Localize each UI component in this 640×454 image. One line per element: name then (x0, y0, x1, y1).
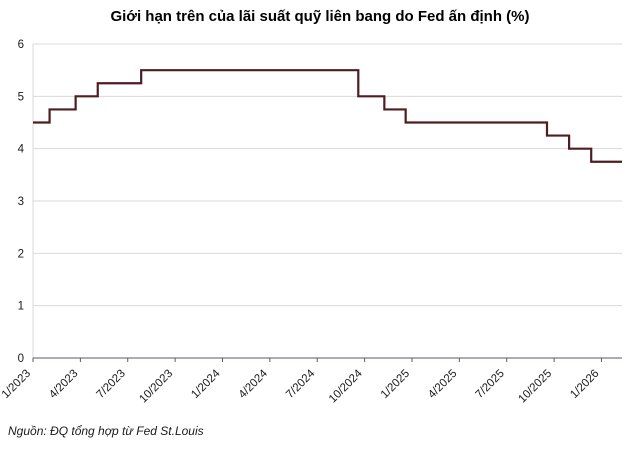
y-tick-label: 5 (18, 91, 24, 103)
source-note: Nguồn: ĐQ tổng hợp từ Fed St.Louis (8, 424, 204, 438)
x-tick-label: 10/2024 (327, 367, 365, 405)
x-tick-label: 1/2024 (189, 367, 223, 401)
y-tick-label: 3 (18, 196, 24, 208)
rate-step-line (33, 69, 622, 163)
x-tick-label: 4/2023 (47, 368, 80, 401)
y-tick-label: 4 (18, 144, 25, 156)
x-tick-label: 7/2024 (284, 367, 318, 401)
x-tick-label: 1/2025 (379, 368, 412, 401)
y-tick-label: 1 (18, 301, 24, 313)
y-tick-label: 2 (18, 248, 24, 260)
y-tick-label: 0 (18, 353, 24, 365)
x-tick-label: 1/2026 (568, 368, 601, 401)
y-tick-label: 6 (18, 39, 24, 51)
x-tick-label: 10/2025 (516, 368, 554, 406)
x-tick-label: 7/2025 (473, 368, 506, 401)
x-tick-label: 10/2023 (137, 368, 175, 406)
x-tick-label: 1/2023 (0, 368, 33, 401)
x-tick-label: 7/2023 (95, 368, 128, 401)
chart-title: Giới hạn trên của lãi suất quỹ liên bang… (110, 8, 530, 25)
x-tick-label: 4/2024 (237, 367, 271, 401)
x-tick-label: 4/2025 (426, 368, 459, 401)
